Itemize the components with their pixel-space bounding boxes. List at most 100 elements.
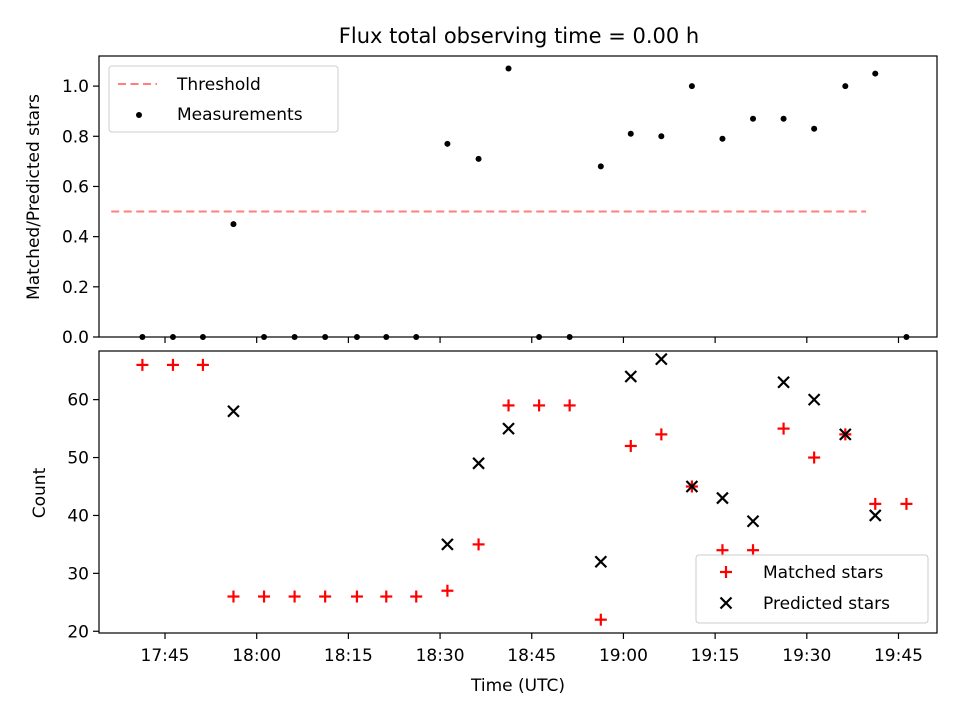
matched-stars-series xyxy=(136,358,913,626)
predicted-stars-point xyxy=(868,509,882,522)
bottom-y-tick-label: 60 xyxy=(67,391,89,411)
top-x-ticks xyxy=(164,337,900,343)
predicted-stars-point xyxy=(594,555,608,569)
measurement-point xyxy=(811,125,818,132)
measurement-point xyxy=(780,115,787,122)
matched-stars-point xyxy=(472,538,485,551)
top-y-tick-label: 0.2 xyxy=(62,278,89,298)
top-y-tick-label: 0.0 xyxy=(62,328,89,348)
matched-stars-point xyxy=(258,590,271,603)
x-tick-label: 19:45 xyxy=(874,646,923,666)
matched-stars-point xyxy=(563,399,576,412)
matched-stars-point xyxy=(869,497,882,510)
measurement-point xyxy=(688,83,695,90)
legend-matched-marker xyxy=(720,566,732,578)
bottom-y-tick-label: 30 xyxy=(67,564,89,584)
bottom-y-axis-label: Count xyxy=(30,467,50,518)
matched-stars-point xyxy=(655,428,668,441)
top-y-axis-label: Matched/Predicted stars xyxy=(24,94,44,300)
matched-stars-point xyxy=(716,544,729,557)
matched-stars-point xyxy=(533,399,546,412)
top-y-tick-label: 1.0 xyxy=(62,77,89,97)
x-tick-label: 18:30 xyxy=(416,646,465,666)
x-tick-label: 19:15 xyxy=(691,646,740,666)
predicted-stars-point xyxy=(716,491,729,505)
matched-stars-point xyxy=(136,358,149,371)
legend-predicted-marker xyxy=(719,596,733,610)
chart-title: Flux total observing time = 0.00 h xyxy=(339,24,699,48)
predicted-stars-point xyxy=(624,370,638,383)
matched-stars-point xyxy=(166,358,179,371)
matched-stars-point xyxy=(594,613,607,626)
top-y-tick-label: 0.4 xyxy=(62,228,89,248)
top-y-ticks: 0.0 0.2 0.4 0.6 0.8 1.0 xyxy=(62,77,99,348)
measurement-point xyxy=(750,115,757,122)
matched-stars-point xyxy=(777,422,790,435)
matched-stars-point xyxy=(900,497,913,510)
predicted-stars-point xyxy=(807,393,821,406)
legend-matched-swatch xyxy=(720,566,732,578)
bottom-y-tick-label: 20 xyxy=(67,622,89,642)
measurement-point xyxy=(505,65,512,72)
matched-stars-point xyxy=(441,584,454,597)
bottom-y-tick-label: 40 xyxy=(67,506,89,526)
top-legend-box xyxy=(108,65,339,133)
measurement-point xyxy=(627,130,634,137)
measurement-point xyxy=(230,221,237,228)
measurement-point xyxy=(658,133,665,140)
predicted-stars-point xyxy=(685,480,699,493)
predicted-stars-point xyxy=(839,428,852,441)
measurement-point xyxy=(842,83,849,90)
bottom-y-ticks: 20 30 40 50 60 xyxy=(67,391,99,642)
legend-measurements-label: Measurements xyxy=(177,105,303,125)
top-y-tick-label: 0.8 xyxy=(62,127,89,147)
matched-stars-point xyxy=(319,590,332,603)
top-subplot: 0.0 0.2 0.4 0.6 0.8 1.0 Matched/Predicted sta… xyxy=(24,55,938,348)
measurement-point xyxy=(597,163,604,170)
top-legend: Threshold Measurements xyxy=(108,65,339,133)
x-tick-label: 19:30 xyxy=(782,646,831,666)
legend-predicted-swatch xyxy=(719,596,733,610)
top-axes-frame xyxy=(98,55,938,338)
matched-stars-point xyxy=(747,544,760,557)
predicted-stars-point xyxy=(746,514,760,528)
x-axis-label: Time (UTC) xyxy=(470,676,565,696)
measurement-point xyxy=(444,140,451,147)
matched-stars-point xyxy=(380,590,393,603)
legend-matched-label: Matched stars xyxy=(763,563,883,583)
matched-stars-point xyxy=(288,590,301,603)
legend-predicted-label: Predicted stars xyxy=(763,594,890,614)
measurement-point xyxy=(872,70,879,77)
matched-stars-point xyxy=(502,399,515,412)
measurement-point xyxy=(475,155,482,162)
x-tick-label: 18:00 xyxy=(232,646,281,666)
legend-measurements-swatch xyxy=(136,112,142,118)
matched-stars-point xyxy=(350,590,363,603)
x-tick-label: 18:45 xyxy=(507,646,556,666)
x-tick-label: 17:45 xyxy=(141,646,190,666)
x-tick-label: 19:00 xyxy=(599,646,648,666)
matched-stars-point xyxy=(410,590,423,603)
predicted-stars-point xyxy=(777,375,790,389)
matched-stars-point xyxy=(624,439,637,452)
bottom-y-tick-label: 50 xyxy=(67,449,89,469)
predicted-stars-point xyxy=(472,457,485,470)
bottom-subplot: 20 30 40 50 60 17:45 18:00 18:15 18:30 18:45 19:0… xyxy=(30,350,938,696)
bottom-axes-frame xyxy=(98,350,938,634)
matched-stars-point xyxy=(227,590,240,603)
predicted-stars-point xyxy=(655,352,668,366)
bottom-legend: Matched stars Predicted stars xyxy=(695,554,929,624)
bottom-x-ticks: 17:45 18:00 18:15 18:30 18:45 19:00 19:15 19:30… xyxy=(141,633,923,666)
bottom-legend-box xyxy=(695,554,929,624)
predicted-stars-point xyxy=(227,404,240,418)
predicted-stars-series xyxy=(227,352,882,569)
predicted-stars-point xyxy=(441,538,454,551)
matched-stars-point xyxy=(196,358,209,371)
matched-stars-point xyxy=(808,451,821,464)
measurement-point xyxy=(719,135,726,142)
predicted-stars-point xyxy=(502,422,515,435)
top-y-tick-label: 0.6 xyxy=(62,177,89,197)
x-tick-label: 18:15 xyxy=(324,646,373,666)
legend-threshold-label: Threshold xyxy=(176,75,261,95)
